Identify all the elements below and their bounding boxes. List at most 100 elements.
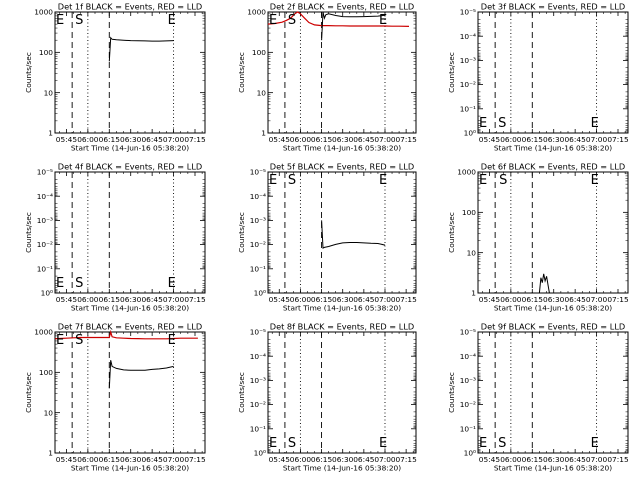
x-tick-label: 05:45 xyxy=(56,455,78,464)
x-tick-label: 06:30 xyxy=(120,295,142,304)
x-tick-label: 06:45 xyxy=(564,135,586,144)
start-marker-s: S xyxy=(288,13,296,28)
x-tick-label: 07:00 xyxy=(586,135,608,144)
start-marker-e: E xyxy=(56,276,64,291)
x-axis-label: Start Time (14-Jun-16 05:38:20) xyxy=(494,144,612,153)
y-tick-label: 100 xyxy=(39,48,53,57)
start-marker-s: S xyxy=(288,436,296,451)
start-marker-e: E xyxy=(479,116,487,131)
x-tick-label: 05:45 xyxy=(479,135,501,144)
y-tick-label: 1 xyxy=(261,129,266,138)
x-tick-label: 06:15 xyxy=(99,295,121,304)
x-axis-label: Start Time (14-Jun-16 05:38:20) xyxy=(283,304,401,313)
y-tick-label: 10⁻² xyxy=(460,400,476,409)
start-marker-e: E xyxy=(269,13,277,28)
x-tick-label: 06:00 xyxy=(77,455,99,464)
x-tick-label: 06:45 xyxy=(353,295,375,304)
start-marker-s: S xyxy=(288,173,296,188)
x-tick-label: 07:15 xyxy=(607,295,629,304)
chart-title: Det 5f BLACK = Events, RED = LLD xyxy=(270,162,414,172)
start-marker-e: E xyxy=(56,13,64,28)
y-tick-label: 10⁻³ xyxy=(37,216,53,225)
end-marker-e: E xyxy=(591,116,599,131)
events-series-line xyxy=(321,220,386,249)
x-tick-label: 06:30 xyxy=(332,135,354,144)
x-tick-label: 07:15 xyxy=(184,455,206,464)
y-axis-label: Counts/sec xyxy=(447,52,456,93)
y-tick-label: 100 xyxy=(462,208,476,217)
x-tick-label: 06:15 xyxy=(311,135,333,144)
y-tick-label: 10⁰ xyxy=(254,289,266,298)
end-marker-e: E xyxy=(379,13,387,28)
x-tick-label: 06:00 xyxy=(290,135,312,144)
y-tick-label: 10⁻² xyxy=(37,240,53,249)
start-marker-s: S xyxy=(498,436,506,451)
plot-frame xyxy=(477,11,629,134)
x-axis-label: Start Time (14-Jun-16 05:38:20) xyxy=(71,464,189,473)
events-series-line xyxy=(108,36,174,62)
start-marker-e: E xyxy=(56,333,64,348)
x-tick-label: 06:45 xyxy=(141,135,163,144)
y-tick-label: 1 xyxy=(471,289,476,298)
x-tick-label: 06:15 xyxy=(311,295,333,304)
plot-frame xyxy=(477,331,629,454)
x-tick-label: 07:15 xyxy=(395,135,417,144)
end-marker-e: E xyxy=(379,173,387,188)
chart-title: Det 3f BLACK = Events, RED = LLD xyxy=(481,2,625,12)
y-axis-label: Counts/sec xyxy=(237,52,246,93)
end-marker-e: E xyxy=(168,276,176,291)
x-tick-label: 06:15 xyxy=(99,135,121,144)
x-tick-label: 06:30 xyxy=(120,455,142,464)
y-tick-label: 10⁰ xyxy=(41,289,53,298)
x-tick-label: 06:15 xyxy=(522,295,544,304)
end-marker-e: E xyxy=(168,13,176,28)
y-tick-label: 10⁻¹ xyxy=(460,424,476,433)
start-marker-s: S xyxy=(499,173,507,188)
plot-frame xyxy=(54,171,206,294)
y-tick-label: 10⁻³ xyxy=(460,376,476,385)
x-axis-label: Start Time (14-Jun-16 05:38:20) xyxy=(283,144,401,153)
start-marker-e: E xyxy=(269,436,277,451)
x-tick-label: 06:30 xyxy=(543,295,565,304)
y-tick-label: 10⁻¹ xyxy=(460,104,476,113)
x-tick-label: 07:00 xyxy=(374,455,396,464)
y-axis-label: Counts/sec xyxy=(447,212,456,253)
x-axis-label: Start Time (14-Jun-16 05:38:20) xyxy=(71,144,189,153)
x-tick-label: 06:15 xyxy=(311,455,333,464)
x-tick-label: 06:45 xyxy=(564,455,586,464)
y-tick-label: 10⁻⁴ xyxy=(460,352,476,361)
chart-title: Det 2f BLACK = Events, RED = LLD xyxy=(270,2,414,12)
y-tick-label: 1000 xyxy=(457,168,476,177)
start-marker-e: E xyxy=(479,436,487,451)
y-axis-label: Counts/sec xyxy=(447,372,456,413)
y-tick-label: 10⁰ xyxy=(464,129,476,138)
lld-series-line xyxy=(54,329,198,340)
events-series-line xyxy=(538,273,550,294)
y-axis-label: Counts/sec xyxy=(24,52,33,93)
y-tick-label: 10⁻⁵ xyxy=(250,168,266,177)
y-tick-label: 10⁻⁵ xyxy=(250,328,266,337)
x-tick-label: 07:15 xyxy=(184,135,206,144)
x-tick-label: 07:15 xyxy=(395,295,417,304)
y-tick-label: 10 xyxy=(467,248,477,257)
end-marker-e: E xyxy=(591,436,599,451)
x-tick-label: 07:15 xyxy=(395,455,417,464)
start-marker-e: E xyxy=(269,173,277,188)
y-tick-label: 100 xyxy=(252,48,266,57)
lld-series-line xyxy=(267,11,410,27)
y-tick-label: 1 xyxy=(48,449,53,458)
x-axis-label: Start Time (14-Jun-16 05:38:20) xyxy=(71,304,189,313)
plot-frame xyxy=(267,331,417,454)
x-tick-label: 06:00 xyxy=(500,455,522,464)
y-tick-label: 1 xyxy=(48,129,53,138)
y-tick-label: 10⁻⁴ xyxy=(460,32,476,41)
x-tick-label: 07:00 xyxy=(374,295,396,304)
x-tick-label: 06:15 xyxy=(99,455,121,464)
chart-title: Det 6f BLACK = Events, RED = LLD xyxy=(481,162,625,172)
events-series-line xyxy=(321,11,386,41)
start-marker-s: S xyxy=(498,116,506,131)
y-tick-label: 10⁻¹ xyxy=(250,264,266,273)
